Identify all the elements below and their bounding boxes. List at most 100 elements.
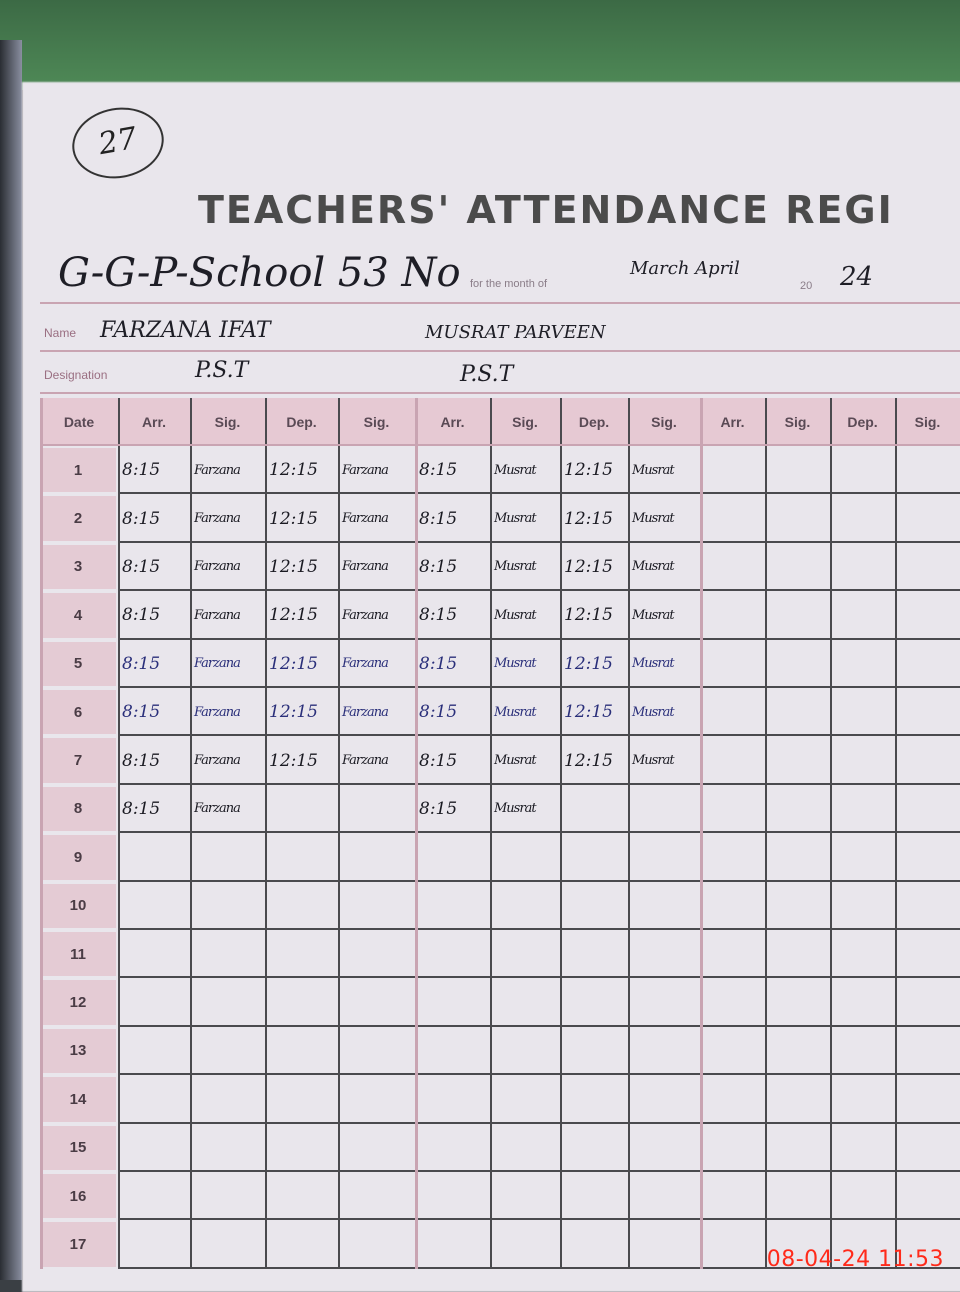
signature-cell: Musrat	[494, 801, 537, 817]
signature-cell: Musrat	[494, 607, 537, 623]
signature-cell: Farzana	[342, 559, 389, 575]
date-cell: 14	[40, 1077, 116, 1122]
signature-cell: Farzana	[342, 607, 389, 623]
time-cell: 8:15	[419, 653, 458, 674]
column-rule	[415, 398, 418, 1269]
signature-cell: Farzana	[194, 559, 241, 575]
signature-cell: Farzana	[342, 656, 389, 672]
designation-label: Designation	[44, 368, 108, 382]
row-rule	[118, 879, 960, 882]
time-cell: 12:15	[269, 508, 318, 529]
row-rule	[118, 492, 960, 495]
row-rule	[118, 1266, 960, 1269]
time-cell: 12:15	[269, 605, 318, 626]
signature-cell: Musrat	[632, 704, 675, 720]
signature-cell: Farzana	[194, 511, 241, 527]
header-band	[40, 398, 960, 444]
column-rule	[190, 398, 192, 1269]
month-value: March April	[630, 258, 740, 279]
teacher-1-name: FARZANA IFAT	[100, 318, 271, 343]
time-cell: 8:15	[419, 605, 458, 626]
photo-timestamp: 08-04-24 11:53	[766, 1247, 944, 1272]
time-cell: 8:15	[122, 556, 161, 577]
time-cell: 8:15	[122, 653, 161, 674]
time-cell: 8:15	[419, 702, 458, 723]
time-cell: 12:15	[564, 605, 613, 626]
column-rule	[560, 398, 562, 1269]
column-rule	[628, 398, 630, 1269]
time-cell: 8:15	[122, 605, 161, 626]
time-cell: 12:15	[269, 750, 318, 771]
column-rule	[118, 398, 120, 1269]
column-header-4: Sig.	[363, 414, 390, 430]
date-cell: 5	[40, 641, 116, 686]
time-cell: 8:15	[419, 508, 458, 529]
date-cell: 15	[40, 1125, 116, 1170]
time-cell: 8:15	[122, 798, 161, 819]
column-header-12: Sig.	[914, 414, 941, 430]
date-cell: 12	[40, 980, 116, 1025]
teacher-2-name: MUSRAT PARVEEN	[425, 322, 606, 343]
row-rule	[118, 782, 960, 785]
time-cell: 8:15	[122, 460, 161, 481]
signature-cell: Farzana	[342, 462, 389, 478]
time-cell: 8:15	[419, 750, 458, 771]
column-header-10: Sig.	[784, 414, 811, 430]
signature-cell: Musrat	[494, 511, 537, 527]
signature-cell: Farzana	[194, 801, 241, 817]
signature-cell: Farzana	[342, 704, 389, 720]
register-title: TEACHERS' ATTENDANCE REGI	[198, 188, 894, 232]
rule	[40, 392, 960, 394]
signature-cell: Farzana	[342, 511, 389, 527]
time-cell: 12:15	[269, 460, 318, 481]
time-cell: 12:15	[564, 653, 613, 674]
time-cell: 12:15	[564, 460, 613, 481]
time-cell: 12:15	[564, 750, 613, 771]
date-cell: 16	[40, 1174, 116, 1219]
column-rule	[490, 398, 492, 1269]
signature-cell: Musrat	[494, 753, 537, 769]
column-header-8: Sig.	[651, 414, 677, 430]
row-rule	[118, 1073, 960, 1076]
green-cover-background	[0, 0, 960, 90]
teacher-2-designation: P.S.T	[460, 362, 514, 387]
date-cell: 3	[40, 544, 116, 590]
column-header-1: Arr.	[141, 414, 167, 430]
signature-cell: Musrat	[632, 559, 675, 575]
signature-cell: Farzana	[194, 607, 241, 623]
date-cell: 4	[40, 593, 116, 638]
signature-cell: Musrat	[632, 462, 675, 478]
signature-cell: Musrat	[632, 753, 675, 769]
signature-cell: Musrat	[632, 607, 675, 623]
column-rule	[830, 398, 832, 1269]
signature-cell: Musrat	[632, 656, 675, 672]
row-rule	[118, 831, 960, 834]
time-cell: 12:15	[269, 556, 318, 577]
time-cell: 8:15	[122, 702, 161, 723]
signature-cell: Musrat	[494, 656, 537, 672]
signature-cell: Musrat	[494, 462, 537, 478]
time-cell: 8:15	[419, 460, 458, 481]
signature-cell: Farzana	[194, 462, 241, 478]
row-rule	[118, 734, 960, 737]
time-cell: 12:15	[269, 653, 318, 674]
column-rule	[338, 398, 340, 1269]
row-rule	[118, 928, 960, 930]
book-spine	[0, 40, 22, 1280]
column-rule	[700, 398, 703, 1269]
time-cell: 8:15	[419, 798, 458, 819]
time-cell: 8:15	[419, 556, 458, 577]
time-cell: 8:15	[122, 508, 161, 529]
header-rule	[40, 444, 960, 446]
signature-cell: Musrat	[632, 511, 675, 527]
date-cell: 11	[40, 932, 116, 977]
column-header-3: Dep.	[286, 414, 317, 430]
signature-cell: Farzana	[194, 704, 241, 720]
rule	[40, 350, 960, 352]
rule	[40, 302, 960, 304]
column-header-6: Sig.	[512, 414, 538, 430]
row-rule	[118, 540, 960, 543]
row-rule	[118, 1121, 960, 1124]
date-cell: 13	[40, 1028, 116, 1074]
date-cell: 6	[40, 690, 116, 735]
